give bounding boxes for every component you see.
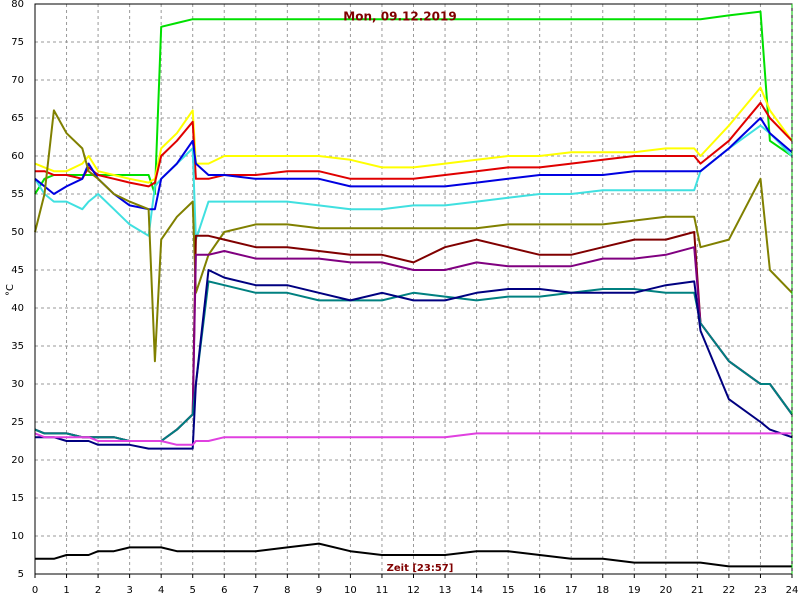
y-tick-label: 80 bbox=[11, 0, 24, 10]
x-tick-label: 6 bbox=[221, 585, 227, 596]
x-tick-label: 9 bbox=[316, 585, 322, 596]
x-tick-label: 3 bbox=[126, 585, 132, 596]
y-tick-label: 45 bbox=[11, 265, 24, 276]
y-tick-label: 20 bbox=[11, 455, 24, 466]
x-tick-label: 8 bbox=[284, 585, 290, 596]
y-tick-label: 25 bbox=[11, 417, 24, 428]
x-tick-label: 19 bbox=[628, 585, 641, 596]
y-tick-label: 15 bbox=[11, 493, 24, 504]
y-tick-label: 35 bbox=[11, 341, 24, 352]
x-tick-label: 24 bbox=[786, 585, 799, 596]
y-tick-label: 30 bbox=[11, 379, 24, 390]
x-tick-label: 15 bbox=[502, 585, 515, 596]
x-tick-label: 17 bbox=[565, 585, 578, 596]
y-axis-label: °C bbox=[5, 284, 16, 296]
y-tick-label: 75 bbox=[11, 37, 24, 48]
y-tick-label: 65 bbox=[11, 113, 24, 124]
y-tick-label: 50 bbox=[11, 227, 24, 238]
x-tick-label: 0 bbox=[32, 585, 38, 596]
series-line bbox=[35, 542, 792, 568]
x-tick-label: 4 bbox=[158, 585, 164, 596]
x-tick-label: 22 bbox=[723, 585, 736, 596]
series-line bbox=[34, 86, 793, 184]
series-line bbox=[34, 280, 793, 442]
y-tick-label: 55 bbox=[11, 189, 24, 200]
plot-lines bbox=[34, 10, 793, 568]
series-line bbox=[34, 109, 793, 363]
x-tick-label: 21 bbox=[691, 585, 704, 596]
series-line bbox=[35, 101, 793, 188]
x-tick-label: 13 bbox=[439, 585, 452, 596]
x-tick-label: 1 bbox=[63, 585, 69, 596]
x-tick-label: 14 bbox=[470, 585, 483, 596]
x-tick-label: 5 bbox=[190, 585, 196, 596]
series-line bbox=[34, 432, 792, 446]
x-tick-label: 18 bbox=[596, 585, 609, 596]
y-tick-label: 70 bbox=[11, 75, 24, 86]
series-line bbox=[35, 269, 793, 450]
x-tick-label: 12 bbox=[407, 585, 420, 596]
x-tick-label: 11 bbox=[376, 585, 389, 596]
y-tick-label: 10 bbox=[11, 531, 24, 542]
series-line bbox=[34, 124, 793, 241]
x-axis-label: Zeit [23:57] bbox=[387, 563, 454, 574]
x-tick-label: 7 bbox=[253, 585, 259, 596]
y-tick-label: 60 bbox=[11, 151, 24, 162]
y-tick-label: 40 bbox=[11, 303, 24, 314]
x-tick-label: 23 bbox=[754, 585, 767, 596]
x-tick-label: 16 bbox=[533, 585, 546, 596]
x-tick-label: 10 bbox=[344, 585, 357, 596]
x-tick-label: 2 bbox=[95, 585, 101, 596]
chart-title: Mon, 09.12.2019 bbox=[343, 10, 456, 24]
y-tick-label: 5 bbox=[18, 569, 24, 580]
x-tick-label: 20 bbox=[659, 585, 672, 596]
